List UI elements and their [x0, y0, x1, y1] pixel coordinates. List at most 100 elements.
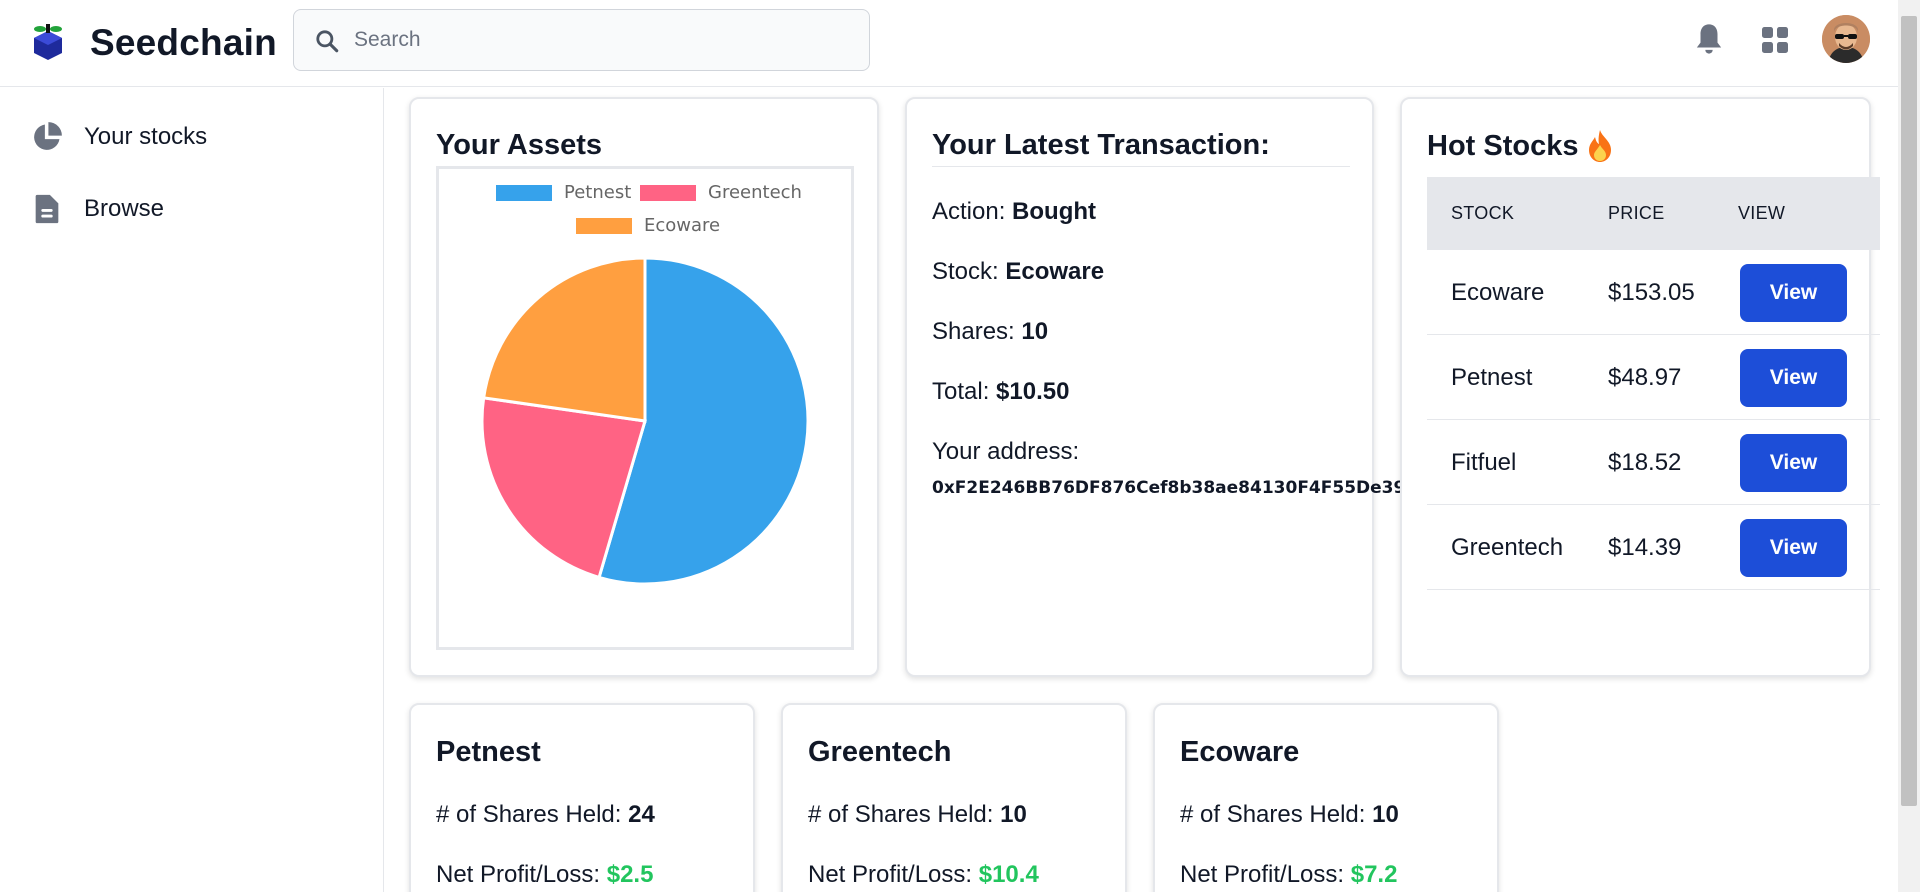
net-profit-label: Net Profit/Loss:	[1180, 861, 1345, 888]
pie-chart-icon	[34, 122, 62, 150]
shares-held: # of Shares Held: 24	[436, 801, 655, 829]
view-greentech-button[interactable]: View	[1740, 519, 1847, 577]
shares-held-value: 24	[628, 801, 655, 828]
stock-label: Stock:	[932, 258, 999, 285]
legend-label: Petnest	[564, 182, 632, 203]
stock-price: $48.97	[1608, 364, 1682, 391]
document-icon	[35, 194, 59, 224]
brand[interactable]: Seedchain	[30, 22, 277, 64]
avatar-portrait-icon	[1822, 15, 1870, 63]
hot-stocks-title: Hot Stocks	[1427, 129, 1579, 162]
stock-name: Petnest	[1451, 364, 1533, 391]
seedchain-logo-icon	[34, 24, 62, 60]
brand-name: Seedchain	[90, 22, 277, 63]
search-bar	[293, 9, 870, 71]
shares-held: # of Shares Held: 10	[808, 801, 1027, 829]
fire-icon	[1589, 130, 1612, 162]
wallet-address: 0xF2E246BB76DF876Cef8b38ae84130F4F55De39…	[932, 478, 1430, 498]
net-profit: Net Profit/Loss: $7.2	[1180, 861, 1397, 889]
search-icon	[316, 30, 339, 53]
transaction-total: Total: $10.50	[932, 378, 1069, 406]
pie-chart-svg	[480, 256, 810, 586]
address-label: Your address:	[932, 438, 1080, 465]
legend-label: Greentech	[708, 182, 802, 203]
shares-held-label: # of Shares Held:	[808, 801, 994, 828]
shares-held-label: # of Shares Held:	[436, 801, 622, 828]
sidebar-item-your-stocks[interactable]: Your stocks	[30, 120, 207, 154]
legend-label: Ecoware	[644, 215, 721, 236]
assets-pie-chart: Petnest Greentech Ecoware	[436, 166, 854, 650]
table-row: Greentech $14.39 View	[1427, 505, 1880, 590]
net-profit-label: Net Profit/Loss:	[436, 861, 601, 888]
sidebar-item-label: Browse	[84, 195, 165, 222]
net-profit-value: $7.2	[1350, 861, 1398, 888]
holding-name: Greentech	[808, 736, 952, 768]
shares-held: # of Shares Held: 10	[1180, 801, 1399, 829]
shares-value: 10	[1021, 318, 1049, 345]
stock-name: Greentech	[1451, 534, 1564, 561]
legend-swatch	[496, 184, 552, 201]
transaction-shares: Shares: 10	[932, 318, 1048, 346]
shares-held-value: 10	[1000, 801, 1027, 828]
view-fitfuel-button[interactable]: View	[1740, 434, 1847, 492]
sidebar-item-browse[interactable]: Browse	[30, 192, 164, 226]
shares-held-label: # of Shares Held:	[1180, 801, 1366, 828]
total-value: $10.50	[996, 378, 1070, 405]
pie-slice-petnest[interactable]	[597, 256, 810, 586]
legend-swatch	[576, 217, 632, 234]
net-profit-value: $2.5	[606, 861, 654, 888]
search-input[interactable]	[354, 10, 854, 70]
holding-card-petnest: Petnest # of Shares Held: 24 Net Profit/…	[409, 703, 755, 892]
total-label: Total:	[932, 378, 990, 405]
stock-price: $18.52	[1608, 449, 1682, 476]
table-header: STOCK PRICE VIEW	[1427, 177, 1880, 250]
hot-stocks-table: STOCK PRICE VIEW Ecoware $153.05 View Pe…	[1427, 177, 1880, 590]
stock-name: Ecoware	[1451, 279, 1545, 306]
transaction-title: Your Latest Transaction:	[932, 129, 1270, 161]
stock-price: $14.39	[1608, 534, 1682, 561]
net-profit-label: Net Profit/Loss:	[808, 861, 973, 888]
action-label: Action:	[932, 198, 1006, 225]
stock-price: $153.05	[1608, 279, 1695, 306]
pie-slice-ecoware[interactable]	[481, 256, 647, 423]
view-petnest-button[interactable]: View	[1740, 349, 1847, 407]
column-header-price: PRICE	[1608, 203, 1665, 223]
apps-grid-icon[interactable]	[1761, 26, 1789, 54]
legend-item-ecoware[interactable]: Ecoware	[576, 215, 720, 236]
transaction-stock: Stock: Ecoware	[932, 258, 1104, 286]
page-scrollbar[interactable]	[1898, 0, 1920, 892]
legend-item-petnest[interactable]: Petnest	[496, 182, 631, 203]
legend-swatch	[640, 184, 696, 201]
sidebar: Your stocks Browse	[0, 88, 384, 892]
hot-stocks-title-row: Hot Stocks	[1427, 129, 1614, 163]
assets-title: Your Assets	[436, 129, 602, 161]
holding-name: Ecoware	[1180, 736, 1300, 768]
net-profit-value: $10.4	[978, 861, 1039, 888]
table-row: Ecoware $153.05 View	[1427, 250, 1880, 335]
shares-label: Shares:	[932, 318, 1015, 345]
stock-value: Ecoware	[1005, 258, 1105, 285]
holding-name: Petnest	[436, 736, 541, 768]
legend-item-greentech[interactable]: Greentech	[640, 182, 802, 203]
user-avatar[interactable]	[1822, 15, 1870, 63]
transaction-action: Action: Bought	[932, 198, 1096, 226]
action-value: Bought	[1012, 198, 1097, 225]
stock-name: Fitfuel	[1451, 449, 1517, 476]
net-profit: Net Profit/Loss: $10.4	[808, 861, 1039, 889]
table-row: Fitfuel $18.52 View	[1427, 420, 1880, 505]
title-divider	[932, 166, 1350, 167]
holding-card-greentech: Greentech # of Shares Held: 10 Net Profi…	[781, 703, 1127, 892]
bell-icon[interactable]	[1694, 22, 1724, 56]
net-profit: Net Profit/Loss: $2.5	[436, 861, 653, 889]
view-ecoware-button[interactable]: View	[1740, 264, 1847, 322]
table-row: Petnest $48.97 View	[1427, 335, 1880, 420]
top-navbar: Seedchain	[0, 0, 1898, 87]
hot-stocks-card: Hot Stocks STOCK PRICE VIEW Ecoware $153…	[1400, 97, 1880, 677]
column-header-stock: STOCK	[1451, 203, 1515, 223]
pie-slice-greentech[interactable]	[480, 396, 647, 580]
shares-held-value: 10	[1372, 801, 1399, 828]
latest-transaction-card: Your Latest Transaction: Action: Bought …	[905, 97, 1429, 677]
holding-card-ecoware: Ecoware # of Shares Held: 10 Net Profit/…	[1153, 703, 1499, 892]
scrollbar-thumb[interactable]	[1901, 16, 1917, 806]
column-header-view: VIEW	[1738, 203, 1786, 223]
